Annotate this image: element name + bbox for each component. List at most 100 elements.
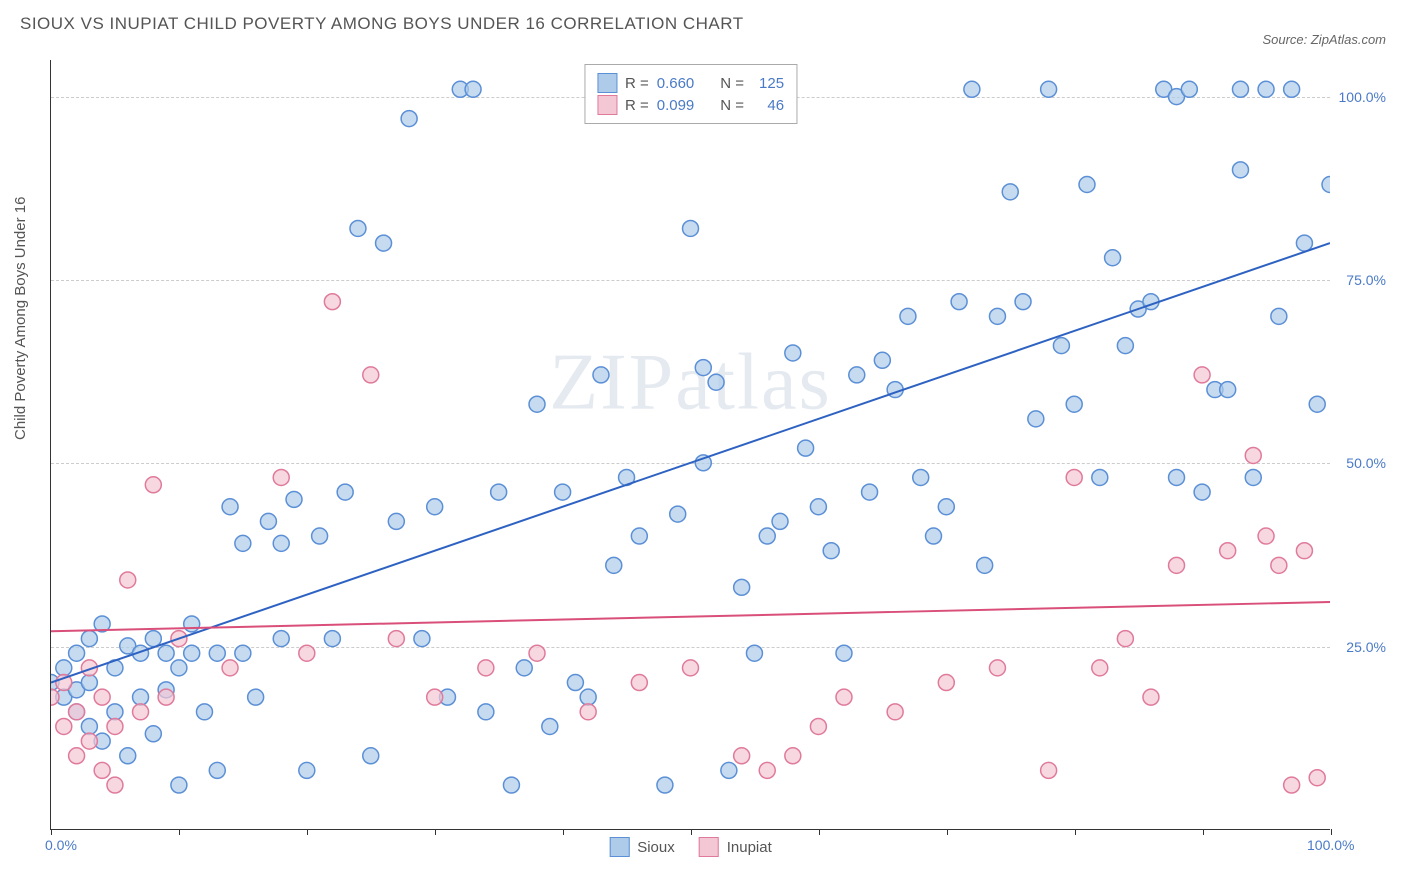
y-axis-label: Child Poverty Among Boys Under 16 — [12, 197, 29, 440]
data-point — [1245, 447, 1261, 463]
data-point — [759, 528, 775, 544]
data-point — [631, 675, 647, 691]
data-point — [133, 704, 149, 720]
data-point — [81, 675, 97, 691]
data-point — [376, 235, 392, 251]
data-point — [337, 484, 353, 500]
data-point — [631, 528, 647, 544]
data-point — [478, 704, 494, 720]
data-point — [1092, 660, 1108, 676]
data-point — [1015, 294, 1031, 310]
data-point — [862, 484, 878, 500]
data-point — [580, 704, 596, 720]
legend-series: Sioux Inupiat — [609, 837, 772, 857]
data-point — [324, 631, 340, 647]
data-point — [938, 499, 954, 515]
data-point — [580, 689, 596, 705]
y-tick-label: 100.0% — [1339, 89, 1386, 105]
x-tick — [1203, 829, 1204, 835]
x-tick — [435, 829, 436, 835]
data-point — [1309, 396, 1325, 412]
data-point — [1105, 250, 1121, 266]
data-point — [209, 762, 225, 778]
data-point — [273, 469, 289, 485]
data-point — [145, 726, 161, 742]
data-point — [951, 294, 967, 310]
data-point — [1002, 184, 1018, 200]
data-point — [1220, 543, 1236, 559]
data-point — [427, 689, 443, 705]
data-point — [1232, 81, 1248, 97]
legend-series-item: Inupiat — [699, 837, 772, 857]
data-point — [989, 660, 1005, 676]
data-point — [273, 535, 289, 551]
legend-stat-row: R = 0.660 N = 125 — [597, 73, 784, 93]
data-point — [1181, 81, 1197, 97]
data-point — [746, 645, 762, 661]
y-tick-label: 25.0% — [1346, 639, 1386, 655]
data-point — [465, 81, 481, 97]
data-point — [209, 645, 225, 661]
data-point — [964, 81, 980, 97]
data-point — [695, 360, 711, 376]
data-point — [887, 704, 903, 720]
data-point — [363, 748, 379, 764]
data-point — [798, 440, 814, 456]
data-point — [1092, 469, 1108, 485]
data-point — [94, 762, 110, 778]
data-point — [107, 718, 123, 734]
data-point — [1066, 396, 1082, 412]
data-point — [503, 777, 519, 793]
data-point — [593, 367, 609, 383]
legend-n-value: 46 — [752, 97, 784, 114]
legend-series-item: Sioux — [609, 837, 675, 857]
data-point — [606, 557, 622, 573]
data-point — [1322, 177, 1330, 193]
data-point — [312, 528, 328, 544]
legend-swatch — [699, 837, 719, 857]
data-point — [56, 660, 72, 676]
data-point — [874, 352, 890, 368]
data-point — [184, 616, 200, 632]
data-point — [69, 645, 85, 661]
data-point — [81, 733, 97, 749]
data-point — [810, 718, 826, 734]
scatter-plot-svg — [51, 60, 1330, 829]
data-point — [977, 557, 993, 573]
data-point — [849, 367, 865, 383]
x-tick — [947, 829, 948, 835]
data-point — [107, 777, 123, 793]
data-point — [1271, 557, 1287, 573]
data-point — [542, 718, 558, 734]
x-tick — [1075, 829, 1076, 835]
data-point — [670, 506, 686, 522]
data-point — [734, 748, 750, 764]
data-point — [145, 477, 161, 493]
data-point — [1053, 338, 1069, 354]
data-point — [708, 374, 724, 390]
x-tick — [179, 829, 180, 835]
data-point — [69, 748, 85, 764]
data-point — [785, 748, 801, 764]
x-tick — [691, 829, 692, 835]
x-tick — [819, 829, 820, 835]
x-tick-label: 0.0% — [45, 837, 77, 853]
data-point — [171, 777, 187, 793]
data-point — [1169, 557, 1185, 573]
data-point — [1245, 469, 1261, 485]
data-point — [1117, 631, 1133, 647]
legend-swatch — [597, 73, 617, 93]
data-point — [1296, 235, 1312, 251]
data-point — [1220, 382, 1236, 398]
data-point — [926, 528, 942, 544]
legend-n-label: N = — [720, 97, 744, 114]
legend-swatch — [609, 837, 629, 857]
data-point — [683, 220, 699, 236]
legend-swatch — [597, 95, 617, 115]
data-point — [69, 704, 85, 720]
data-point — [350, 220, 366, 236]
data-point — [196, 704, 212, 720]
chart-plot-area: ZIPatlas R = 0.660 N = 125 R = 0.099 N =… — [50, 60, 1330, 830]
data-point — [900, 308, 916, 324]
legend-n-value: 125 — [752, 75, 784, 92]
